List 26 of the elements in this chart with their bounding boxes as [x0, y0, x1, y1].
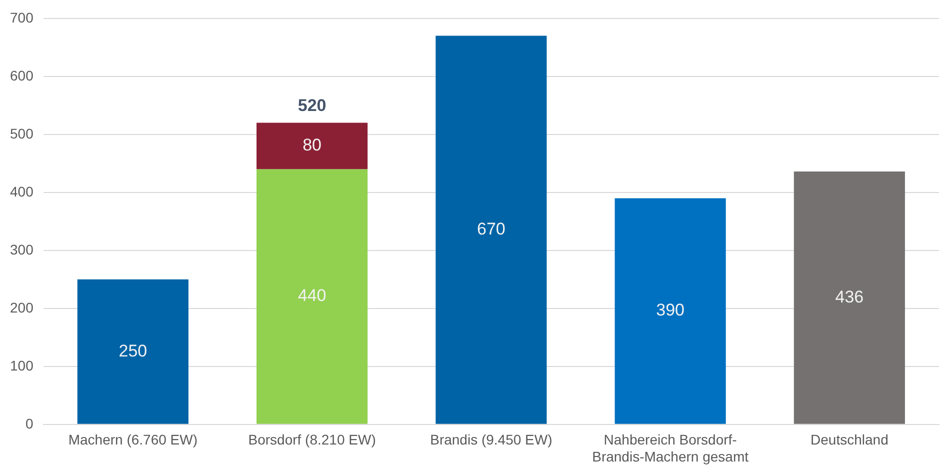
bar: [256, 122, 368, 170]
data-label: 670: [476, 220, 506, 239]
y-tick-label: 600: [10, 67, 34, 84]
y-tick-label: 200: [10, 299, 34, 316]
data-label: 390: [656, 300, 684, 320]
bar: [614, 198, 726, 424]
y-tick-label: 500: [10, 125, 34, 142]
x-tick-label: Machern (6.760 EW): [68, 432, 198, 448]
data-label: 436: [835, 287, 864, 306]
bar: [77, 279, 188, 424]
bar: [256, 169, 368, 424]
y-tick-label: 400: [10, 183, 34, 200]
total-label: 520: [298, 96, 326, 115]
data-label: 80: [302, 136, 322, 155]
data-label: 440: [298, 286, 326, 306]
data-label: 250: [118, 341, 148, 360]
bar: [794, 172, 905, 424]
x-tick-label: Brandis (9.450 EW): [430, 432, 552, 448]
y-tick-label: 700: [10, 9, 34, 26]
bar: [436, 36, 547, 424]
x-tick-label: Deutschland: [810, 432, 888, 448]
y-tick-label: 0: [26, 415, 34, 432]
y-tick-label: 300: [10, 241, 34, 258]
x-tick-label: Borsdorf (8.210 EW): [248, 432, 376, 448]
y-tick-label: 100: [10, 357, 34, 374]
x-tick-label: Nahbereich Borsdorf-Brandis-Machern gesamt: [592, 432, 749, 464]
